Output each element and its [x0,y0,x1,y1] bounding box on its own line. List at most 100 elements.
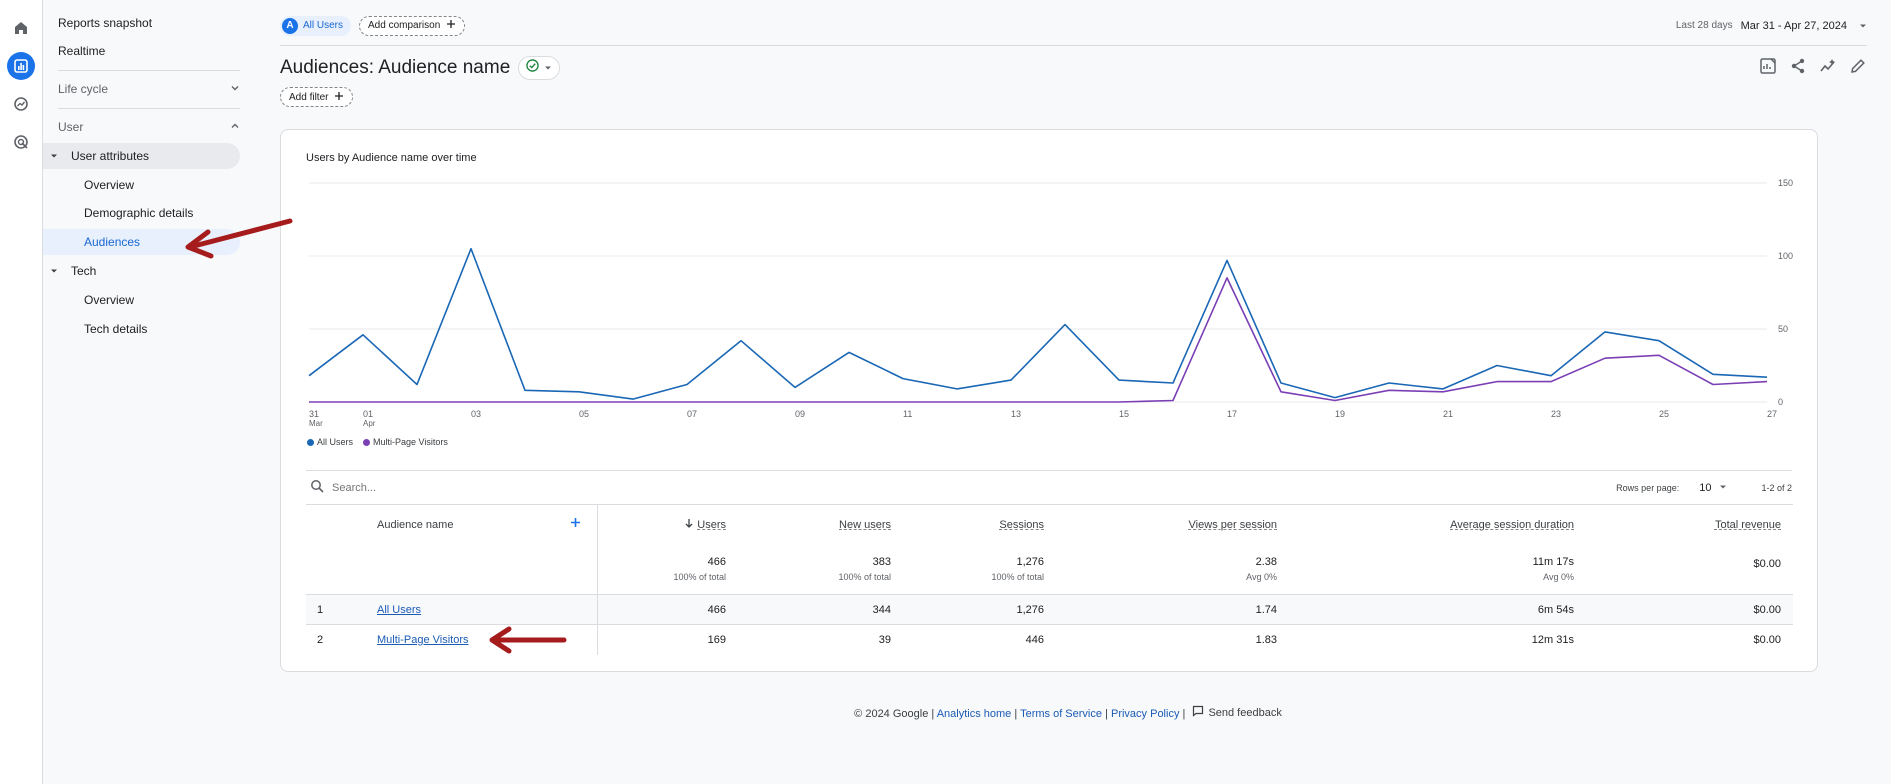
y-tick-label: 50 [1778,324,1788,334]
total-value: 1,276 [1016,556,1044,569]
row-cell: $0.00 [1753,603,1781,616]
caret-down-icon [50,264,62,278]
audience-link-multi-page-visitors[interactable]: Multi-Page Visitors [377,633,469,646]
share-icon[interactable] [1789,57,1807,80]
row-cell: 12m 31s [1531,633,1574,646]
pagination-label: 1-2 of 2 [1761,482,1792,493]
column-header-sessions[interactable]: Sessions [903,505,1056,545]
total-sub: Avg 0% [1246,572,1277,583]
legend-label: Multi-Page Visitors [373,437,448,447]
x-tick-label: 01 [363,409,373,419]
search-input[interactable] [330,480,630,495]
footer-separator: | [1105,708,1108,720]
customize-report-icon[interactable] [1759,57,1777,80]
series-line-all-users [308,247,1768,400]
explore-icon[interactable] [7,90,35,118]
column-header-views-per-session[interactable]: Views per session [1056,505,1289,545]
y-tick-label: 100 [1778,251,1793,261]
legend-swatch [307,438,314,446]
column-header-total-revenue[interactable]: Total revenue [1586,505,1793,545]
column-header-new-users[interactable]: New users [738,505,903,545]
nav-item-tech-overview[interactable]: Overview [43,287,240,313]
comparison-bar: A All Users Add comparison Last 28 days … [280,14,1867,46]
row-cell: $0.00 [1753,633,1781,646]
x-tick-label: 03 [471,409,481,419]
home-icon[interactable] [7,14,35,42]
plus-icon [334,91,344,104]
footer-link-terms[interactable]: Terms of Service [1020,708,1102,720]
report-toolbar [1759,57,1867,80]
add-comparison-label: Add comparison [368,20,441,31]
data-table: Audience name Users New users Sessions V… [306,504,1793,655]
caret-down-icon [544,59,552,77]
column-header-label: New users [839,518,891,531]
advertising-icon[interactable] [7,128,35,156]
legend-item-multi-page-visitors[interactable]: Multi-Page Visitors [363,437,448,447]
total-value: 11m 17s [1532,556,1574,569]
nav-item-demographic-details[interactable]: Demographic details [43,200,240,226]
row-cell: 344 [872,603,891,616]
annotation-arrow-icon [489,626,567,654]
y-tick-label: 0 [1778,397,1783,407]
date-range-prefix: Last 28 days [1675,20,1733,31]
x-tick-label: 11 [903,409,912,419]
nav-group-tech[interactable]: Tech [43,258,240,284]
nav-reports-snapshot[interactable]: Reports snapshot [58,16,153,30]
footer-link-privacy[interactable]: Privacy Policy [1110,708,1180,720]
audience-link-all-users[interactable]: All Users [377,603,422,616]
legend-swatch [363,438,371,446]
nav-group-label: User attributes [71,149,150,163]
dimension-header[interactable]: Audience name [376,504,598,545]
segment-chip[interactable]: A All Users [280,15,352,36]
totals-cell: $0.00 [1586,545,1793,595]
chart-legend: All Users Multi-Page Visitors [307,437,448,447]
table-header-row: Audience name Users New users Sessions V… [306,504,1793,545]
x-tick-label: 17 [1227,409,1237,419]
nav-section-life-cycle[interactable]: Life cycle [58,74,240,104]
row-index: 2 [317,633,324,646]
nav-group-label: Tech [71,264,97,278]
rows-per-page-select[interactable]: 10 [1699,481,1712,494]
insights-icon[interactable] [1819,57,1837,80]
report-card: Users by Audience name over time 150 100 5… [280,129,1818,672]
x-tick-sublabel: Mar [309,419,323,428]
nav-item-overview[interactable]: Overview [43,172,240,198]
add-dimension-icon[interactable] [570,517,581,531]
rows-per-page-label: Rows per page: [1616,482,1680,493]
nav-item-label: Tech details [84,322,148,336]
column-header-label: Sessions [999,518,1044,531]
nav-realtime[interactable]: Realtime [58,44,106,58]
table-row: 2 Multi-Page Visitors 169 39 446 1.83 12… [306,624,1793,655]
total-value: 466 [707,556,726,569]
caret-down-icon[interactable] [1859,17,1867,35]
nav-item-label: Overview [84,178,135,192]
add-filter-button[interactable]: Add filter [280,87,354,107]
plus-icon [446,19,456,32]
edit-pencil-icon[interactable] [1849,57,1867,80]
total-sub: 100% of total [673,572,726,583]
send-feedback-button[interactable]: Send feedback [1192,705,1282,720]
column-header-avg-session-duration[interactable]: Average session duration [1289,505,1586,545]
report-status-dropdown[interactable] [518,56,561,80]
footer-link-analytics-home[interactable]: Analytics home [936,708,1012,720]
nav-section-user[interactable]: User [58,112,240,142]
data-table-grid: Audience name Users New users Sessions V… [306,504,1793,655]
reports-icon[interactable] [7,52,35,80]
page-footer: © 2024 Google | Analytics home | Terms o… [245,705,1891,720]
add-comparison-button[interactable]: Add comparison [359,15,466,36]
nav-group-user-attributes[interactable]: User attributes [43,143,240,169]
nav-item-tech-details[interactable]: Tech details [43,316,240,342]
caret-down-icon [50,149,62,163]
table-row: 1 All Users 466 344 1,276 1.74 6m 54s $0… [306,594,1793,625]
table-search-row: Rows per page: 10 1-2 of 2 [306,470,1792,504]
total-sub: 100% of total [838,572,891,583]
totals-row: 466 100% of total 383 100% of total 1,276 1… [306,544,1793,595]
caret-down-icon[interactable] [1719,482,1727,494]
x-tick-label: 31 [309,409,319,419]
date-range-picker[interactable]: Mar 31 - Apr 27, 2024 [1740,19,1847,32]
legend-item-all-users[interactable]: All Users [307,437,353,447]
column-header-users[interactable]: Users [597,505,738,545]
legend-label: All Users [317,437,354,447]
column-header-label: Views per session [1188,518,1277,531]
